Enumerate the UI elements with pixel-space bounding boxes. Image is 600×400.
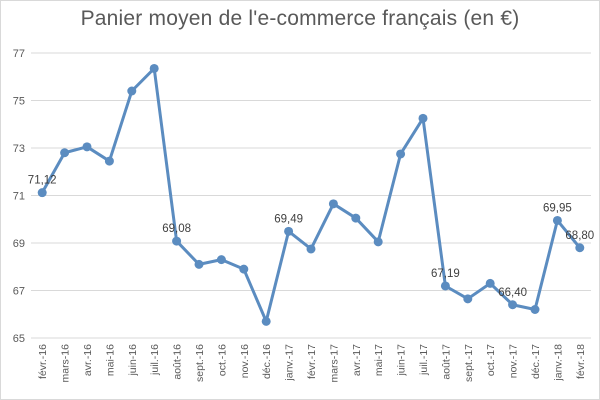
- x-tick-label: avr.-17: [351, 344, 363, 376]
- data-point: [440, 281, 450, 291]
- chart-title: Panier moyen de l'e-commerce français (e…: [80, 7, 520, 30]
- x-tick-label: nov.-17: [508, 344, 520, 378]
- grid-lines: [31, 52, 591, 339]
- data-label: 67,19: [431, 268, 460, 280]
- data-point: [418, 113, 428, 123]
- x-tick-label: oct.-16: [216, 344, 228, 376]
- data-label: 71,12: [28, 175, 57, 187]
- series-line-group: [40, 66, 582, 323]
- x-tick-label: juin-17: [396, 344, 408, 377]
- x-tick-label: févr.-17: [306, 344, 318, 379]
- data-point: [396, 149, 406, 159]
- data-point: [284, 226, 294, 236]
- data-point: [261, 316, 271, 326]
- x-tick-label: mai-16: [104, 344, 116, 376]
- x-tick-label: févr.-16: [37, 344, 49, 379]
- data-point: [82, 142, 92, 152]
- x-tick-label: avr.-16: [82, 344, 94, 376]
- data-point: [239, 264, 249, 274]
- data-point: [149, 63, 159, 73]
- data-label: 69,08: [162, 223, 191, 235]
- x-tick-label: août-17: [440, 344, 452, 380]
- data-point: [172, 236, 182, 246]
- data-point: [194, 259, 204, 269]
- data-point: [575, 243, 585, 253]
- x-tick-label: mai-17: [373, 344, 385, 376]
- y-tick-label: 75: [13, 96, 25, 108]
- data-point: [373, 237, 383, 247]
- y-tick-label: 71: [13, 191, 25, 203]
- data-point: [552, 215, 562, 225]
- x-tick-label: déc.-16: [261, 344, 273, 379]
- data-point: [328, 199, 338, 209]
- x-tick-label: mars-16: [60, 344, 72, 383]
- y-tick-label: 73: [13, 143, 25, 155]
- x-tick-label: mars-17: [328, 344, 340, 383]
- data-point: [216, 255, 226, 265]
- data-point: [508, 300, 518, 310]
- data-label: 66,40: [498, 287, 527, 299]
- x-axis-ticks: févr.-16 mars-16 avr.-16 mai-16 juin-16 juil.…: [37, 344, 587, 383]
- data-point: [60, 148, 70, 158]
- data-label: 69,49: [274, 213, 303, 225]
- x-tick-label: sept.-17: [463, 344, 475, 382]
- data-point: [485, 278, 495, 288]
- data-point: [351, 213, 361, 223]
- x-tick-label: sept.-16: [194, 344, 206, 382]
- data-labels: 71,12 69,08 69,49 67,19 66,40 69,95 68,80: [28, 175, 594, 299]
- x-tick-label: juin-16: [127, 344, 139, 377]
- data-label: 68,80: [565, 230, 594, 242]
- data-point: [530, 305, 540, 314]
- x-tick-label: août-16: [172, 344, 184, 380]
- x-tick-label: janv.-18: [552, 344, 564, 382]
- data-point: [463, 294, 473, 304]
- data-label: 69,95: [543, 202, 572, 214]
- data-point: [127, 86, 137, 96]
- x-tick-label: févr.-18: [575, 344, 587, 379]
- data-point: [104, 156, 114, 166]
- y-tick-label: 69: [13, 238, 25, 250]
- x-tick-label: janv.-17: [284, 344, 296, 382]
- data-point: [306, 244, 316, 254]
- series-line: [40, 66, 582, 323]
- x-tick-label: déc.-17: [530, 344, 542, 379]
- data-point: [37, 188, 47, 198]
- x-tick-label: oct.-17: [485, 344, 497, 376]
- y-axis-ticks: 65 67 69 71 73 75 77: [13, 48, 25, 345]
- y-tick-label: 67: [13, 286, 25, 298]
- y-tick-label: 65: [13, 333, 25, 345]
- x-tick-label: juil.-17: [418, 344, 430, 376]
- series-points: [37, 63, 585, 326]
- x-tick-label: nov.-16: [239, 344, 251, 378]
- y-tick-label: 77: [13, 48, 25, 60]
- x-tick-label: juil.-16: [149, 344, 161, 376]
